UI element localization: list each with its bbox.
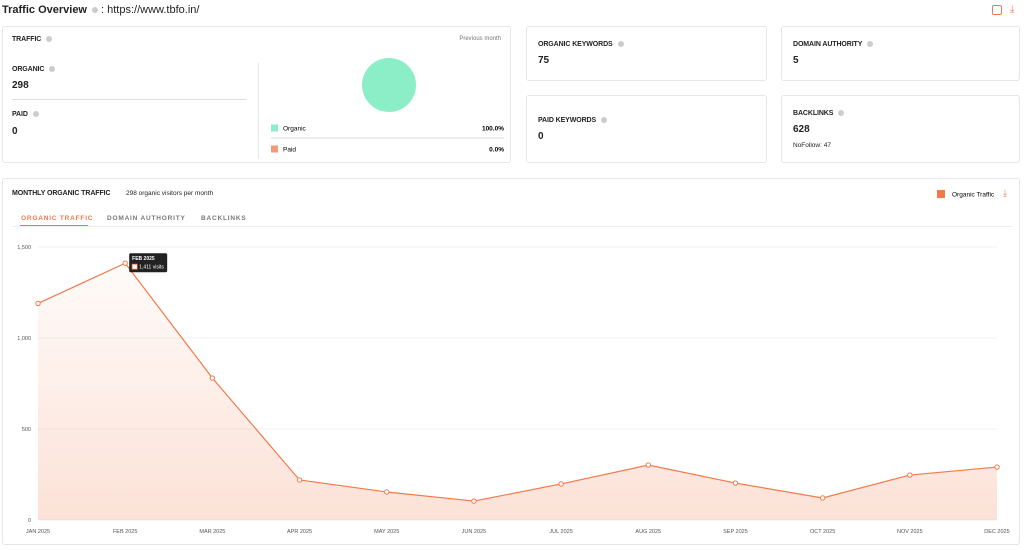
card-value: 5 [793, 55, 799, 66]
tooltip-label: 1,411 visits [139, 265, 164, 271]
line-chart: 0 500 1,000 1,500 JAN 2025 FEB 2025 MAR 2025 AP… [17, 190, 1010, 535]
point[interactable] [907, 472, 913, 478]
point[interactable] [645, 462, 651, 468]
point[interactable] [35, 300, 41, 307]
card-label: PAID KEYWORDS [538, 117, 608, 124]
legend-value: 0.0% [489, 147, 504, 154]
card-value: 0 [538, 131, 544, 142]
organic-label: ORGANIC [12, 66, 56, 73]
x-tick-label: SEP 2025 [723, 529, 748, 535]
download-icon[interactable]: ⤓ [1010, 4, 1015, 15]
tab-underline [20, 225, 88, 226]
x-tick-label: JUL 2025 [549, 529, 572, 535]
x-tick-label: JUN 2025 [462, 529, 486, 535]
stat-card: ORGANIC KEYWORDS 75 [526, 26, 767, 81]
tab[interactable]: ORGANIC TRAFFIC [21, 215, 94, 222]
point[interactable] [819, 495, 826, 501]
point[interactable] [384, 489, 390, 495]
share-chart: Organic 100.0% Paid 0.0% [271, 58, 504, 154]
page-title: Traffic Overview [2, 4, 87, 16]
edit-icon[interactable] [992, 5, 1002, 15]
card-label: ORGANIC KEYWORDS [538, 41, 624, 48]
traffic-card: TRAFFIC Previous month ORGANIC 298 PAID … [2, 26, 511, 163]
y-tick-label: 0 [28, 518, 31, 524]
stat-card: BACKLINKS 628 NoFollow: 47 [781, 95, 1020, 163]
point[interactable] [994, 464, 1000, 470]
point[interactable] [558, 481, 564, 487]
y-tick-label: 1,500 [17, 245, 31, 251]
card-value: 628 [793, 124, 810, 135]
stat-card: PAID KEYWORDS 0 [526, 95, 767, 163]
download-icon[interactable]: ⤓ [1003, 188, 1007, 198]
legend-swatch [271, 124, 278, 132]
legend-label: Organic [283, 126, 307, 133]
section-title: MONTHLY ORGANIC TRAFFIC [12, 190, 111, 197]
legend-value: 100.0% [482, 126, 504, 133]
x-tick-label: OCT 2025 [810, 529, 835, 535]
point[interactable] [471, 498, 477, 504]
point[interactable] [296, 477, 303, 483]
divider [258, 63, 259, 159]
site-url: : https://www.tbfo.in/ [101, 4, 200, 16]
pie-slice [362, 58, 416, 112]
card-label: BACKLINKS [793, 110, 845, 117]
point[interactable] [209, 375, 216, 381]
header: Traffic Overview : https://www.tbfo.in/ [2, 4, 199, 16]
divider [12, 99, 246, 100]
legend-swatch [271, 145, 278, 153]
card-value: 75 [538, 55, 550, 66]
y-tick-label: 1,000 [17, 336, 31, 342]
legend-swatch [937, 190, 945, 198]
paid-value: 0 [12, 126, 18, 137]
x-tick-label: NOV 2025 [897, 529, 923, 535]
tooltip-title: FEB 2025 [132, 256, 155, 262]
card-note: NoFollow: 47 [793, 142, 831, 149]
series-line [37, 262, 998, 502]
tooltip-swatch [131, 263, 138, 270]
area-fill [38, 263, 997, 520]
stat-card: DOMAIN AUTHORITY 5 [781, 26, 1020, 81]
divider [12, 226, 1012, 227]
organic-value: 298 [12, 80, 29, 91]
card-label: TRAFFIC [12, 36, 53, 43]
y-tick-label: 500 [22, 427, 31, 433]
monthly-card: MONTHLY ORGANIC TRAFFIC 298 organic visi… [2, 178, 1020, 545]
x-tick-label: FEB 2025 [113, 529, 137, 535]
point[interactable] [122, 260, 128, 266]
tooltip [129, 253, 168, 273]
x-tick-label: APR 2025 [287, 529, 312, 535]
x-tick-label: AUG 2025 [635, 529, 661, 535]
x-tick-label: MAR 2025 [199, 529, 225, 535]
x-tick-label: MAY 2025 [374, 529, 399, 535]
period: Previous month [459, 36, 501, 42]
tab[interactable]: DOMAIN AUTHORITY [107, 215, 186, 222]
paid-label: PAID [12, 111, 39, 118]
tab[interactable]: BACKLINKS [201, 215, 247, 222]
legend-label: Organic Traffic [952, 192, 995, 199]
point[interactable] [732, 480, 739, 486]
section-subtitle: 298 organic visitors per month [126, 190, 214, 197]
legend-label: Paid [283, 147, 296, 154]
x-tick-label: JAN 2025 [26, 529, 50, 535]
x-tick-label: DEC 2025 [984, 529, 1009, 535]
card-label: DOMAIN AUTHORITY [793, 41, 874, 48]
